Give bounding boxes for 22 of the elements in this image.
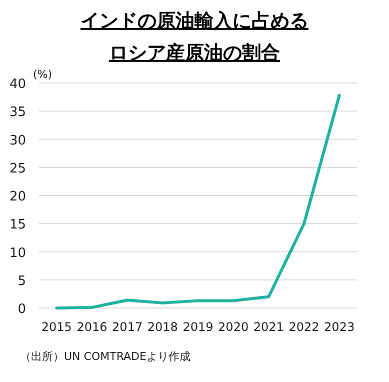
y-axis-title: (%) bbox=[33, 68, 52, 81]
text: （出所）UN COMTRADEより作成 bbox=[20, 350, 190, 363]
x-tick-label: 2020 bbox=[218, 320, 249, 334]
y-tick-label: 30 bbox=[9, 133, 26, 148]
y-tick-label: 40 bbox=[9, 77, 26, 92]
y-tick-label: 20 bbox=[9, 190, 26, 204]
chart-title: インドの原油輸入に占めるロシア産原油の割合 bbox=[80, 10, 308, 64]
y-tick-label: 5 bbox=[18, 274, 26, 289]
x-tick-label: 2021 bbox=[253, 320, 284, 334]
x-tick-label: 2022 bbox=[288, 320, 320, 334]
x-tick-label: 2023 bbox=[324, 320, 355, 334]
y-tick-label: 35 bbox=[9, 105, 26, 120]
x-tick-label: 2019 bbox=[182, 320, 214, 334]
y-tick-label: 10 bbox=[9, 246, 26, 261]
y-tick-label: 0 bbox=[18, 302, 26, 317]
x-tick-label: 2016 bbox=[76, 320, 108, 334]
y-tick-label: 15 bbox=[9, 218, 26, 233]
x-tick-label: 2017 bbox=[112, 320, 143, 334]
x-tick-label: 2018 bbox=[147, 320, 178, 334]
y-tick-label: 25 bbox=[9, 161, 26, 176]
line-series bbox=[55, 94, 341, 310]
x-tick-label: 2015 bbox=[41, 320, 72, 334]
